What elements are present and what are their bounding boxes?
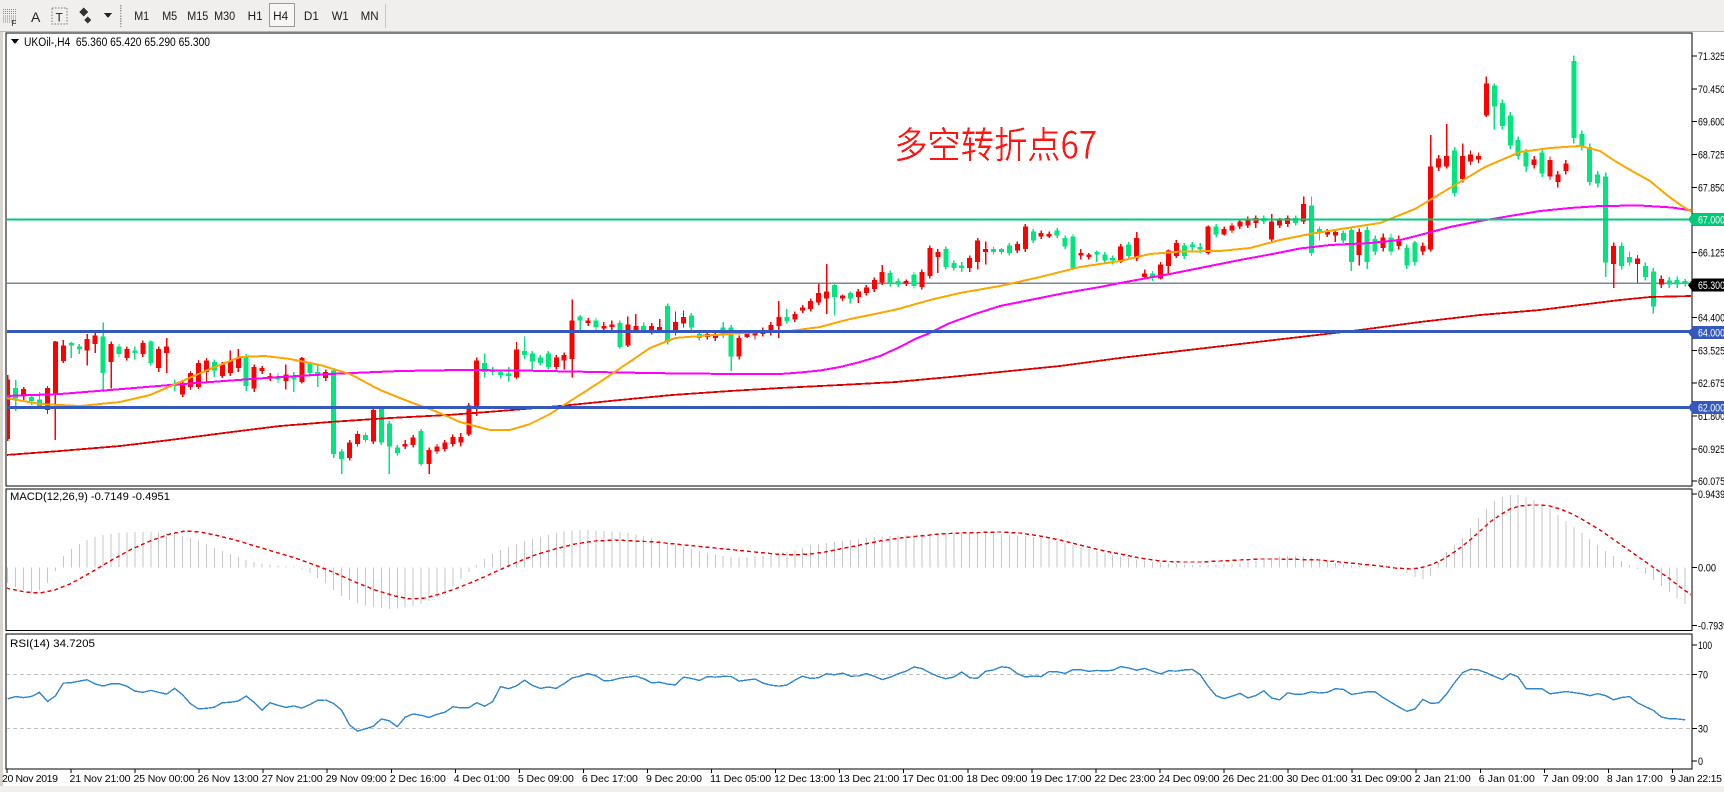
- svg-text:31 Dec 09:00: 31 Dec 09:00: [1351, 773, 1412, 785]
- svg-text:A: A: [31, 9, 41, 25]
- svg-text:67.000: 67.000: [1698, 214, 1724, 226]
- svg-text:UKOil-,H4 65.360 65.420 65.29: UKOil-,H4 65.360 65.420 65.290 65.300: [24, 37, 210, 49]
- svg-text:100: 100: [1698, 640, 1712, 652]
- svg-text:0.00: 0.00: [1698, 563, 1716, 575]
- svg-text:65.300: 65.300: [1698, 280, 1724, 292]
- svg-text:0.9439: 0.9439: [1698, 489, 1724, 501]
- svg-text:M5: M5: [162, 11, 177, 23]
- svg-text:F: F: [12, 19, 17, 28]
- svg-text:64.400: 64.400: [1698, 313, 1724, 325]
- svg-text:4 Dec 01:00: 4 Dec 01:00: [454, 773, 510, 785]
- svg-text:27 Nov 21:00: 27 Nov 21:00: [262, 773, 323, 785]
- svg-text:69.600: 69.600: [1698, 117, 1724, 129]
- svg-text:60.075: 60.075: [1698, 476, 1724, 488]
- svg-text:MN: MN: [361, 11, 379, 23]
- svg-text:9 Jan 22:15: 9 Jan 22:15: [1670, 773, 1722, 785]
- svg-text:D1: D1: [304, 11, 319, 23]
- svg-text:9 Dec 20:00: 9 Dec 20:00: [646, 773, 702, 785]
- svg-text:24 Dec 09:00: 24 Dec 09:00: [1159, 773, 1220, 785]
- svg-text:26 Dec 21:00: 26 Dec 21:00: [1223, 773, 1284, 785]
- svg-text:RSI(14) 34.7205: RSI(14) 34.7205: [10, 638, 95, 650]
- svg-text:62.000: 62.000: [1698, 402, 1724, 414]
- svg-text:M15: M15: [187, 11, 208, 23]
- svg-text:70: 70: [1698, 669, 1708, 681]
- svg-text:2 Jan 21:00: 2 Jan 21:00: [1415, 773, 1471, 785]
- svg-text:63.525: 63.525: [1698, 346, 1724, 358]
- svg-text:5 Dec 09:00: 5 Dec 09:00: [518, 773, 574, 785]
- svg-text:6 Dec 17:00: 6 Dec 17:00: [582, 773, 638, 785]
- svg-text:71.325: 71.325: [1698, 51, 1724, 63]
- svg-text:67.850: 67.850: [1698, 182, 1724, 194]
- svg-text:MACD(12,26,9) -0.7149 -0.4951: MACD(12,26,9) -0.7149 -0.4951: [10, 491, 170, 503]
- svg-text:H4: H4: [273, 11, 289, 23]
- svg-text:30 Dec 01:00: 30 Dec 01:00: [1287, 773, 1348, 785]
- svg-text:2 Dec 16:00: 2 Dec 16:00: [390, 773, 446, 785]
- svg-text:20 Nov 2019: 20 Nov 2019: [2, 773, 58, 785]
- svg-text:11 Dec 05:00: 11 Dec 05:00: [710, 773, 771, 785]
- svg-text:66.125: 66.125: [1698, 248, 1724, 260]
- svg-text:29 Nov 09:00: 29 Nov 09:00: [326, 773, 387, 785]
- svg-text:6 Jan 01:00: 6 Jan 01:00: [1479, 773, 1535, 785]
- svg-text:68.725: 68.725: [1698, 150, 1724, 162]
- svg-text:13 Dec 21:00: 13 Dec 21:00: [838, 773, 899, 785]
- svg-text:25 Nov 00:00: 25 Nov 00:00: [134, 773, 195, 785]
- svg-text:17 Dec 01:00: 17 Dec 01:00: [902, 773, 963, 785]
- svg-text:12 Dec 13:00: 12 Dec 13:00: [774, 773, 835, 785]
- svg-text:7 Jan 09:00: 7 Jan 09:00: [1543, 773, 1599, 785]
- svg-text:60.925: 60.925: [1698, 444, 1724, 456]
- svg-text:64.000: 64.000: [1698, 328, 1724, 340]
- svg-text:19 Dec 17:00: 19 Dec 17:00: [1030, 773, 1091, 785]
- svg-text:70.450: 70.450: [1698, 84, 1724, 96]
- svg-text:62.675: 62.675: [1698, 378, 1724, 390]
- svg-text:M1: M1: [134, 11, 149, 23]
- svg-text:21 Nov 21:00: 21 Nov 21:00: [70, 773, 131, 785]
- svg-text:26 Nov 13:00: 26 Nov 13:00: [198, 773, 259, 785]
- svg-text:W1: W1: [332, 11, 349, 23]
- svg-text:0: 0: [1698, 756, 1703, 768]
- svg-text:T: T: [56, 11, 64, 25]
- svg-text:18 Dec 09:00: 18 Dec 09:00: [966, 773, 1027, 785]
- svg-text:-0.7939: -0.7939: [1698, 621, 1724, 633]
- svg-text:30: 30: [1698, 723, 1708, 735]
- svg-text:8 Jan 17:00: 8 Jan 17:00: [1607, 773, 1663, 785]
- svg-text:H1: H1: [248, 11, 263, 23]
- svg-text:M30: M30: [214, 11, 235, 23]
- svg-text:22 Dec 23:00: 22 Dec 23:00: [1094, 773, 1155, 785]
